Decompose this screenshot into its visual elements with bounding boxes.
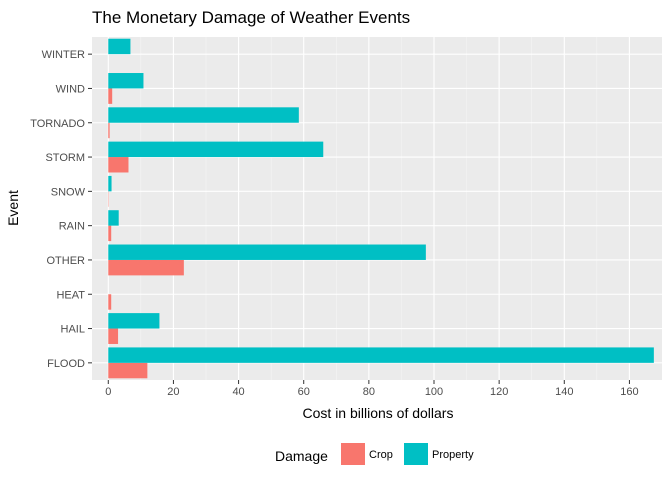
legend-label-property: Property bbox=[432, 449, 474, 461]
bar-property-wind bbox=[108, 73, 144, 89]
bars bbox=[108, 38, 654, 379]
x-tick-label: 0 bbox=[105, 386, 111, 398]
y-tick-label: RAIN bbox=[59, 221, 85, 233]
bar-property-rain bbox=[108, 210, 119, 226]
y-tick-label: TORNADO bbox=[30, 118, 85, 130]
x-axis: 0 20 40 60 80 100 120 140 160 bbox=[105, 380, 639, 398]
x-tick-label: 100 bbox=[425, 386, 443, 398]
y-tick-label: SNOW bbox=[51, 186, 86, 198]
legend-swatch-crop bbox=[341, 443, 365, 465]
bar-property-other bbox=[108, 244, 426, 260]
y-tick-label: HAIL bbox=[61, 324, 85, 336]
x-tick-label: 140 bbox=[555, 386, 573, 398]
y-tick-label: WINTER bbox=[42, 49, 85, 61]
bar-crop-other bbox=[108, 259, 184, 276]
y-tick-label: STORM bbox=[45, 152, 85, 164]
bar-crop-wind bbox=[108, 88, 113, 104]
bar-property-winter bbox=[108, 38, 131, 55]
bar-crop-hail bbox=[108, 328, 119, 344]
bar-crop-storm bbox=[108, 157, 129, 173]
y-tick-label: WIND bbox=[56, 83, 85, 95]
x-tick-label: 120 bbox=[490, 386, 508, 398]
bar-property-snow bbox=[108, 175, 112, 192]
y-axis-title: Event bbox=[5, 190, 21, 226]
chart-title: The Monetary Damage of Weather Events bbox=[92, 8, 410, 27]
bar-property-flood bbox=[108, 347, 654, 363]
bar-property-hail bbox=[108, 313, 160, 329]
x-tick-label: 60 bbox=[298, 386, 310, 398]
bar-property-tornado bbox=[108, 107, 299, 123]
legend-swatch-property bbox=[404, 443, 428, 465]
y-tick-label: OTHER bbox=[47, 255, 86, 267]
bar-crop-flood bbox=[108, 362, 148, 379]
x-tick-label: 160 bbox=[620, 386, 638, 398]
legend-title: Damage bbox=[275, 448, 328, 464]
y-tick-label: HEAT bbox=[56, 289, 85, 301]
x-tick-label: 80 bbox=[363, 386, 375, 398]
bar-crop-tornado bbox=[108, 122, 110, 139]
plot-panel bbox=[92, 37, 662, 380]
y-tick-label: FLOOD bbox=[47, 358, 85, 370]
bar-crop-rain bbox=[108, 225, 112, 242]
legend: Damage Crop Property bbox=[275, 443, 474, 465]
bar-property-storm bbox=[108, 141, 324, 158]
bar-crop-heat bbox=[108, 294, 112, 310]
x-axis-title: Cost in billions of dollars bbox=[303, 405, 454, 421]
x-tick-label: 20 bbox=[167, 386, 179, 398]
x-tick-label: 40 bbox=[232, 386, 244, 398]
y-axis: FLOOD HAIL HEAT OTHER RAIN SNOW STORM TORNADO WI… bbox=[30, 49, 92, 370]
legend-label-crop: Crop bbox=[369, 449, 393, 461]
